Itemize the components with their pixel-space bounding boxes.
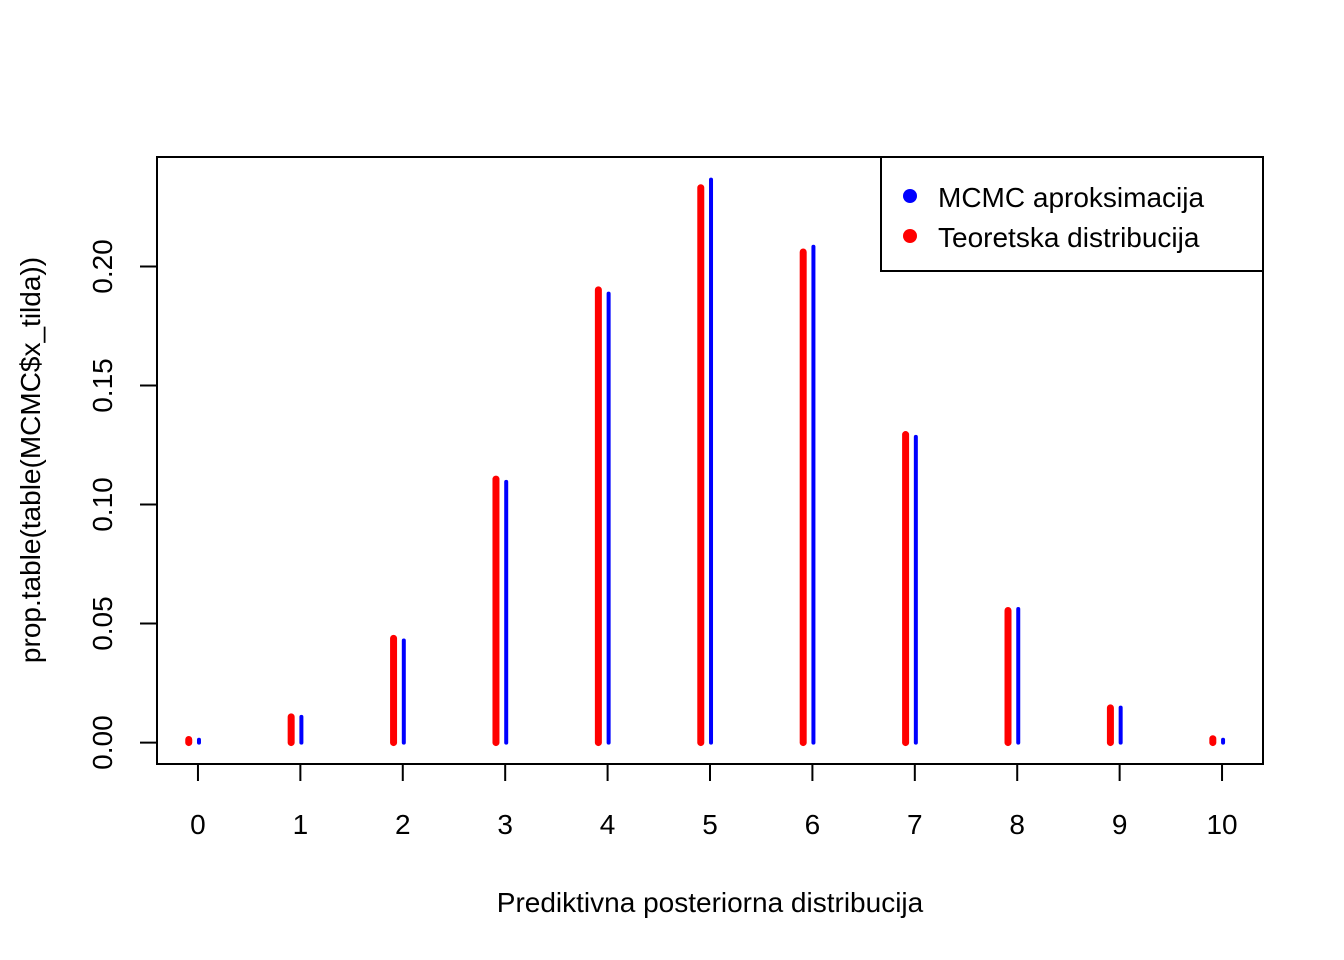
x-tick-label-7: 7 bbox=[907, 809, 923, 840]
x-tick-label-9: 9 bbox=[1112, 809, 1128, 840]
legend-label-mcmc: MCMC aproksimacija bbox=[938, 182, 1204, 213]
y-axis-label: prop.table(table(MCMC$x_tilda)) bbox=[15, 257, 46, 663]
y-tick-label-0.00: 0.00 bbox=[87, 715, 118, 770]
legend: MCMC aproksimacija Teoretska distribucij… bbox=[880, 156, 1264, 272]
y-tick-label-0.05: 0.05 bbox=[87, 596, 118, 651]
x-tick-label-0: 0 bbox=[190, 809, 206, 840]
x-tick-label-2: 2 bbox=[395, 809, 411, 840]
legend-box bbox=[880, 156, 1264, 272]
y-tick-label-0.20: 0.20 bbox=[87, 239, 118, 294]
x-tick-label-10: 10 bbox=[1206, 809, 1237, 840]
legend-label-teoretska: Teoretska distribucija bbox=[938, 222, 1200, 253]
x-tick-label-5: 5 bbox=[702, 809, 718, 840]
x-tick-label-3: 3 bbox=[497, 809, 513, 840]
x-tick-label-6: 6 bbox=[805, 809, 821, 840]
legend-marker-mcmc bbox=[903, 189, 917, 203]
legend-marker-teoretska bbox=[903, 229, 917, 243]
chart-marks bbox=[185, 177, 1226, 747]
y-tick-label-0.10: 0.10 bbox=[87, 477, 118, 531]
x-tick-label-1: 1 bbox=[293, 809, 309, 840]
x-axis-label: Prediktivna posteriorna distribucija bbox=[497, 887, 924, 918]
x-axis: 0 1 2 3 4 5 6 7 8 9 10 bbox=[190, 763, 1238, 840]
y-axis: 0.00 0.05 0.10 0.15 0.20 bbox=[87, 239, 158, 770]
y-tick-label-0.15: 0.15 bbox=[87, 358, 118, 413]
x-tick-label-8: 8 bbox=[1009, 809, 1025, 840]
x-tick-label-4: 4 bbox=[600, 809, 616, 840]
